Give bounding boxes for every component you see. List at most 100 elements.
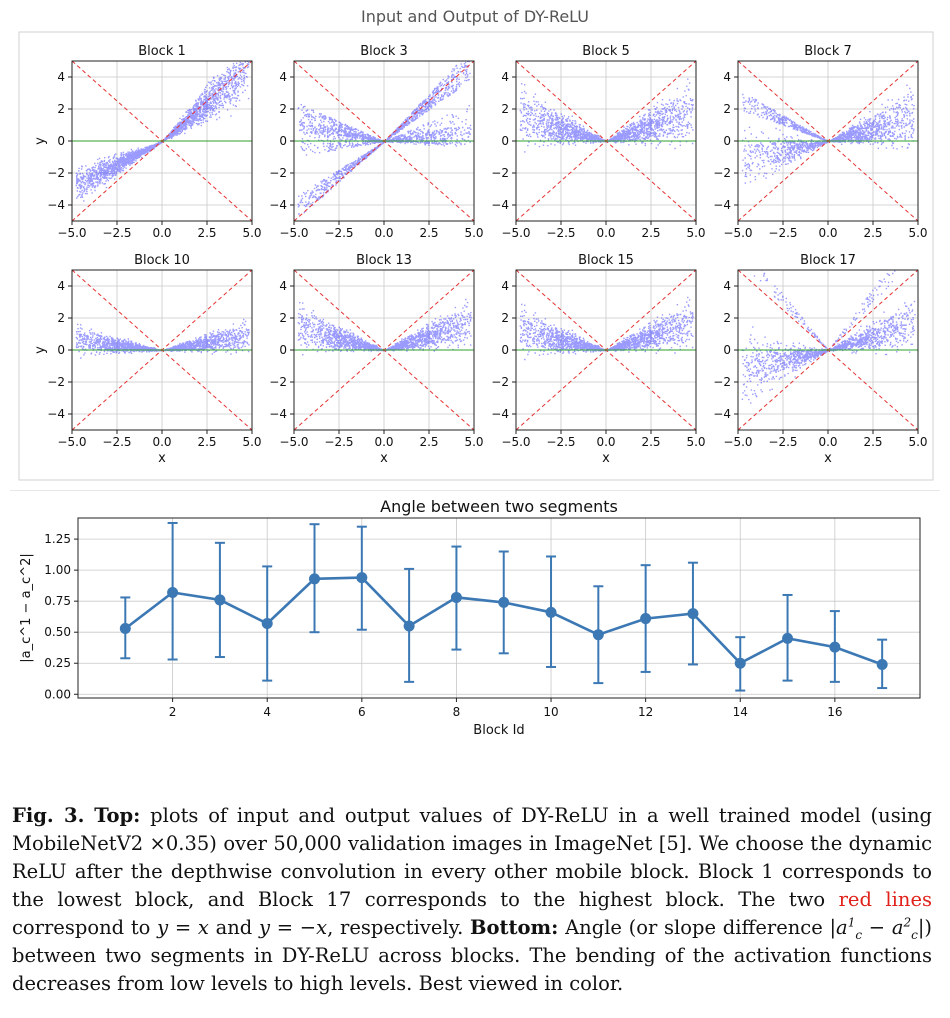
y-tick-label: 0 (279, 343, 287, 357)
x-tick-label: 5.0 (242, 226, 261, 240)
y-tick-label: −4 (713, 198, 731, 212)
x-tick-label: 2.5 (419, 435, 438, 449)
caption-and: and (208, 916, 259, 939)
y-tick-label: 0 (279, 134, 287, 148)
angle-point (592, 629, 604, 641)
x-tick-label: 2 (169, 705, 177, 719)
top-figure: Input and Output of DY-ReLU Block 1 −5.0 −… (18, 7, 934, 481)
x-tick-label: 16 (827, 705, 842, 719)
y-tick-label: 0 (57, 343, 65, 357)
scatter-points (75, 61, 250, 202)
x-tick-label: −5.0 (723, 435, 752, 449)
y-tick-label: 2 (279, 102, 287, 116)
scatter-panel-2: Block 3 −5.0 −2.5 0.0 2.5 5.0 4 2 0 −2 −4 (269, 44, 483, 240)
y-tick-label: 0.75 (44, 594, 71, 608)
angle-point (214, 594, 226, 606)
scatter-cloud (75, 318, 250, 359)
y-tick-label: −4 (713, 407, 731, 421)
y-axis-label: |a_c^1 − a_c^2| (19, 553, 34, 662)
angle-point (356, 572, 368, 584)
x-tick-label: 5.0 (686, 226, 705, 240)
x-tick-label: −5.0 (57, 435, 86, 449)
y-tick-label: −2 (269, 375, 287, 389)
x-tick-label: 5.0 (908, 226, 927, 240)
x-tick-label: 0.0 (374, 226, 393, 240)
x-tick-label: 2.5 (197, 226, 216, 240)
angle-point (782, 632, 794, 644)
y-tick-label: 4 (501, 279, 509, 293)
y-tick-label: 2 (723, 102, 731, 116)
y-tick-label: 0.50 (44, 625, 71, 639)
x-axis-label: Block Id (473, 723, 524, 738)
angle-point (829, 641, 841, 653)
panel-title: Block 17 (800, 253, 856, 268)
scatter-cloud (741, 270, 916, 404)
y-tick-label: 0.25 (44, 656, 71, 670)
scatter-cloud (297, 61, 472, 215)
angle-chart-frame (77, 517, 921, 699)
x-tick-label: −2.5 (324, 226, 353, 240)
y-tick-label: 2 (501, 102, 509, 116)
scatter-points (741, 270, 916, 404)
scatter-panel-8: Block 17 −5.0 −2.5 0.0 2.5 5.0 4 2 0 −2 −4 x (713, 253, 927, 466)
x-axis-label: x (602, 451, 610, 466)
reference-lines (72, 61, 252, 221)
reference-lines (72, 270, 252, 430)
y-tick-label: 0 (501, 134, 509, 148)
x-tick-label: 12 (638, 705, 653, 719)
x-axis-label: x (380, 451, 388, 466)
y-tick-label: 1.00 (44, 563, 71, 577)
scatter-points (75, 318, 250, 359)
caption-formula: a1c − a2c (836, 915, 918, 942)
scatter-panel-4: Block 7 −5.0 −2.5 0.0 2.5 5.0 4 2 0 −2 −4 (713, 44, 927, 240)
scatter-cloud (519, 296, 694, 361)
reference-lines (516, 61, 696, 221)
panel-title: Block 7 (804, 44, 852, 59)
x-tick-label: −2.5 (768, 226, 797, 240)
x-tick-label: 0.0 (152, 435, 171, 449)
y-tick-label: −2 (491, 166, 509, 180)
x-tick-label: −2.5 (546, 435, 575, 449)
y-tick-label: 0 (723, 134, 731, 148)
x-tick-label: 0.0 (818, 226, 837, 240)
caption-text-3: , respectively. (327, 916, 471, 939)
panel-title: Block 5 (582, 44, 630, 59)
angle-point (119, 622, 131, 634)
y-tick-label: 4 (57, 70, 65, 84)
x-tick-label: 14 (733, 705, 748, 719)
y-tick-label: 0 (723, 343, 731, 357)
x-tick-label: 2.5 (863, 226, 882, 240)
caption-eq-1: y = x (157, 916, 209, 939)
caption-text-4: Angle (or slope difference | (558, 916, 837, 939)
y-tick-label: −4 (269, 407, 287, 421)
caption-text-5: |) between two segments in DY-ReLU acros… (12, 916, 933, 995)
y-tick-label: −4 (47, 198, 65, 212)
caption-text-1: plots of input and output values of DY-R… (12, 804, 932, 911)
x-tick-label: 5.0 (464, 226, 483, 240)
x-tick-label: −5.0 (279, 435, 308, 449)
x-axis-label: x (158, 451, 166, 466)
caption-red-lines: red lines (838, 888, 933, 911)
y-tick-label: 1.25 (44, 532, 71, 546)
y-tick-label: −4 (491, 407, 509, 421)
x-tick-label: 2.5 (641, 226, 660, 240)
x-tick-label: −2.5 (546, 226, 575, 240)
scatter-points (519, 296, 694, 361)
x-tick-label: −2.5 (102, 226, 131, 240)
x-tick-label: 4 (263, 705, 271, 719)
x-tick-label: −2.5 (768, 435, 797, 449)
x-tick-label: 5.0 (908, 435, 927, 449)
angle-point (261, 618, 273, 630)
scatter-cloud (741, 84, 915, 184)
panel-title: Block 10 (134, 253, 190, 268)
y-tick-label: −2 (491, 375, 509, 389)
x-tick-label: −2.5 (324, 435, 353, 449)
x-tick-label: −5.0 (501, 435, 530, 449)
y-tick-label: 0 (57, 134, 65, 148)
x-tick-label: −5.0 (279, 226, 308, 240)
y-tick-label: −2 (713, 375, 731, 389)
angle-point (640, 613, 652, 625)
x-tick-label: 10 (543, 705, 558, 719)
x-tick-label: 6 (358, 705, 366, 719)
angle-point (498, 596, 510, 608)
